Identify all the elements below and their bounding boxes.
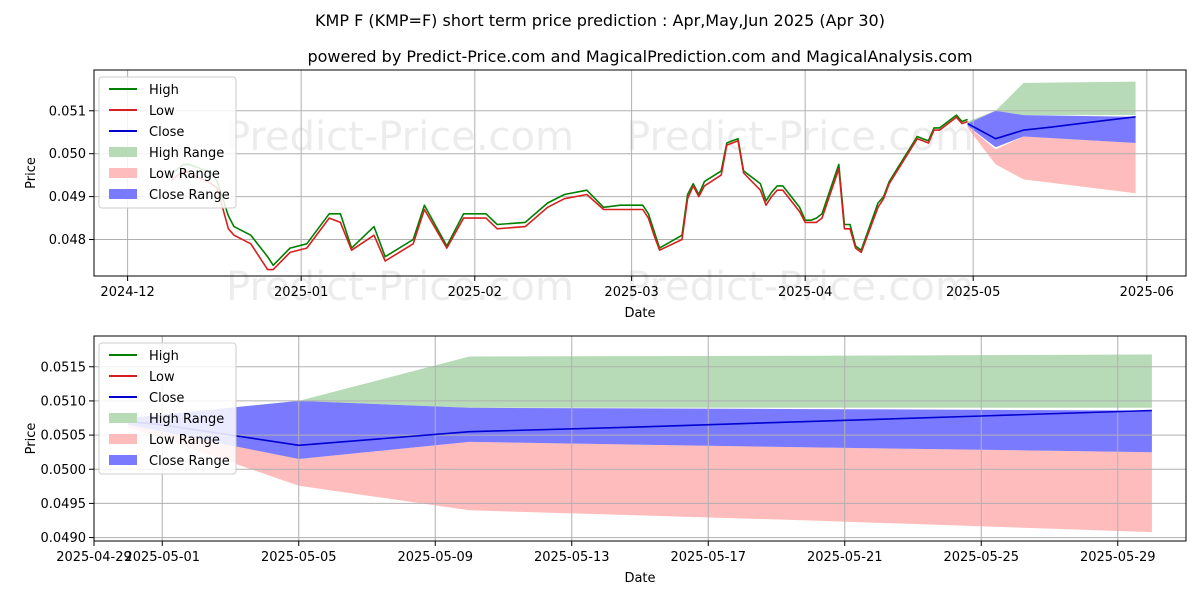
x-tick-label: 2025-05-09 — [397, 550, 473, 565]
legend-label: Low Range — [149, 433, 220, 448]
legend-label: Low — [149, 104, 175, 119]
high-range-band — [967, 81, 1136, 124]
x-tick-label: 2025-05-13 — [534, 550, 610, 565]
y-tick-label: 0.048 — [49, 233, 86, 248]
low-series-line — [171, 116, 968, 271]
close-range-band — [967, 110, 1136, 148]
low-range-band — [128, 422, 1152, 533]
y-tick-label: 0.049 — [49, 190, 86, 205]
upper-chart-panel: Predict-Price.com Predict-Price.com Predic… — [24, 69, 1187, 321]
legend-label: High — [149, 349, 179, 364]
lower-chart-panel: Predict-Price.comPredict-Price.com2025-0… — [24, 335, 1187, 586]
legend-label: High Range — [149, 146, 224, 161]
close-range-band — [128, 400, 1152, 459]
legend-label: Low Range — [149, 167, 220, 182]
low-range-band — [967, 125, 1136, 194]
legend-swatch — [109, 189, 137, 199]
x-tick-label: 2025-05-17 — [670, 550, 746, 565]
x-tick-label: 2025-04-29 — [56, 550, 132, 565]
plot-frame — [93, 335, 1187, 542]
y-tick-label: 0.050 — [49, 147, 86, 162]
x-tick-label: 2025-01 — [274, 285, 328, 300]
chart-subtitle: powered by Predict-Price.com and Magical… — [307, 47, 972, 66]
chart-title: KMP F (KMP=F) short term price predictio… — [315, 11, 885, 30]
x-tick-label: 2025-05-25 — [943, 550, 1019, 565]
x-tick-label: 2025-02 — [448, 285, 502, 300]
watermark-text: Predict-Price.com — [626, 264, 974, 310]
legend-label: Close Range — [149, 188, 230, 203]
legend-label: Low — [149, 370, 175, 385]
x-tick-label: 2024-12 — [100, 285, 154, 300]
x-tick-label: 2025-06 — [1120, 285, 1174, 300]
x-tick-label: 2025-04 — [778, 285, 832, 300]
x-axis-label: Date — [624, 306, 655, 321]
y-tick-label: 0.0510 — [41, 394, 87, 409]
legend-label: High Range — [149, 412, 224, 427]
y-axis-label: Price — [24, 157, 39, 189]
x-tick-label: 2025-05 — [946, 285, 1000, 300]
y-tick-label: 0.0500 — [41, 463, 87, 478]
y-axis-label: Price — [24, 423, 39, 455]
close-series-line — [967, 116, 1136, 140]
watermark-text: Predict-Price.com — [626, 114, 974, 160]
chart-legend: High Low Close High Range Low Range Close Ran… — [98, 76, 237, 209]
legend-label: Close — [149, 391, 184, 406]
y-tick-label: 0.0515 — [41, 360, 87, 375]
legend-swatch — [109, 147, 137, 157]
legend-label: High — [149, 83, 179, 98]
chart-legend: High Low Close High Range Low Range Close Ran… — [98, 342, 237, 475]
x-tick-label: 2025-05-01 — [124, 550, 200, 565]
plot-frame — [93, 69, 1187, 277]
y-tick-label: 0.0495 — [41, 497, 87, 512]
x-tick-label: 2025-05-05 — [261, 550, 337, 565]
legend-label: Close Range — [149, 454, 230, 469]
watermark-text: Predict-Price.com — [226, 114, 574, 160]
y-tick-label: 0.0505 — [41, 429, 87, 444]
high-series-line — [171, 114, 968, 267]
high-range-band — [128, 354, 1152, 422]
x-axis-label: Date — [624, 571, 655, 586]
watermark-text: Predict-Price.com — [226, 264, 574, 310]
legend-swatch — [109, 168, 137, 178]
x-tick-label: 2025-05-21 — [807, 550, 883, 565]
legend-label: Close — [149, 125, 184, 140]
x-tick-label: 2025-03 — [604, 285, 658, 300]
x-tick-label: 2025-05-29 — [1080, 550, 1156, 565]
legend-swatch — [109, 413, 137, 423]
legend-swatch — [109, 434, 137, 444]
y-tick-label: 0.0490 — [41, 531, 87, 546]
legend-swatch — [109, 455, 137, 465]
y-tick-label: 0.051 — [49, 104, 86, 119]
